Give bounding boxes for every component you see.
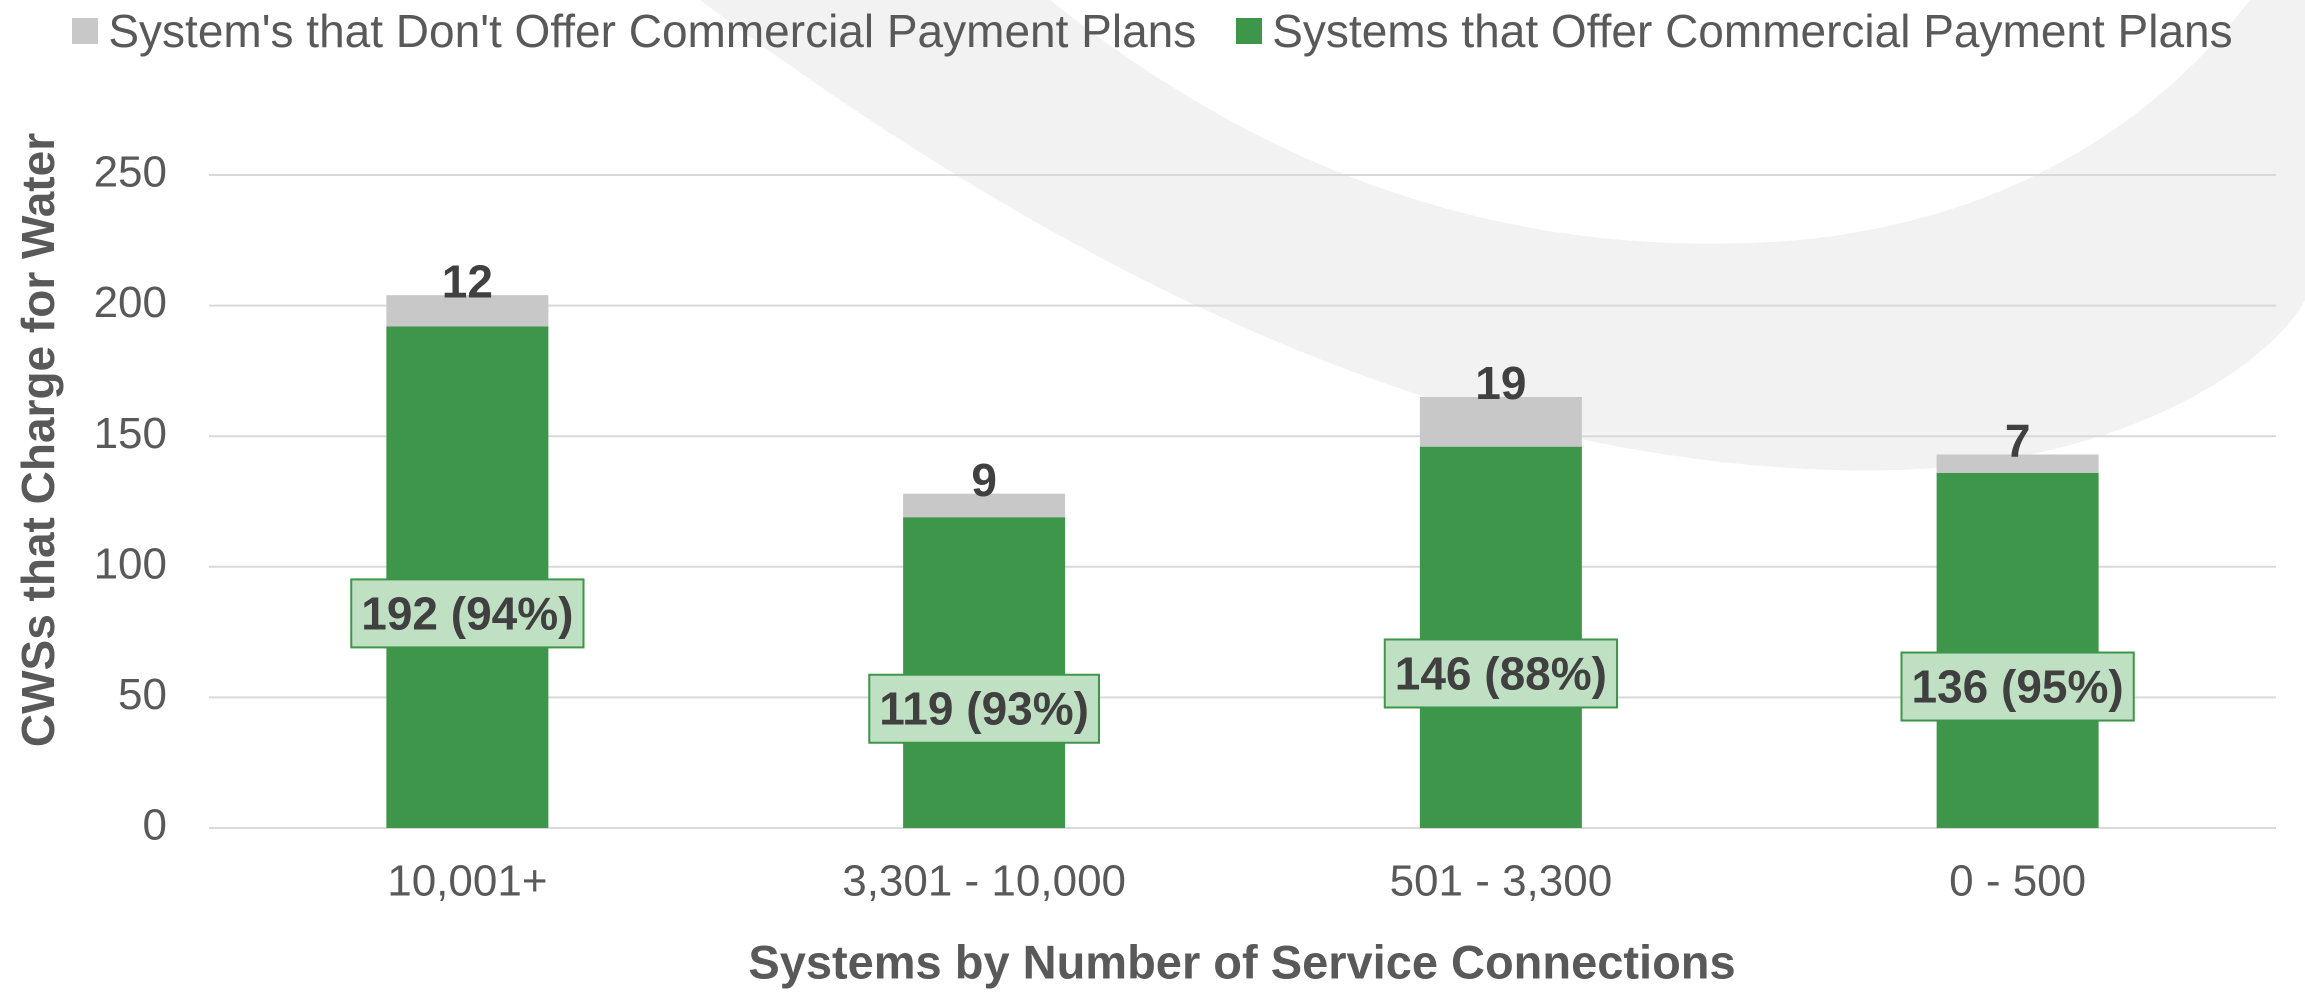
legend-label: System's that Don't Offer Commercial Pay… xyxy=(108,4,1196,58)
bar-segment xyxy=(1937,473,2099,828)
y-tick-label: 250 xyxy=(94,148,167,197)
legend-label: Systems that Offer Commercial Payment Pl… xyxy=(1272,4,2232,58)
y-tick-label: 200 xyxy=(94,278,167,327)
y-tick-label: 100 xyxy=(94,539,167,588)
x-tick-label: 3,301 - 10,000 xyxy=(842,857,1126,906)
bar-segment xyxy=(1420,447,1582,828)
data-label: 119 (93%) xyxy=(879,683,1089,735)
data-label: 146 (88%) xyxy=(1395,647,1607,699)
y-axis-title: CWSs that Charge for Water xyxy=(12,133,64,747)
y-tick-label: 0 xyxy=(143,801,167,850)
legend-item: Systems that Offer Commercial Payment Pl… xyxy=(1236,4,2232,58)
legend: System's that Don't Offer Commercial Pay… xyxy=(0,4,2305,58)
data-label: 19 xyxy=(1475,357,1526,409)
data-label: 136 (95%) xyxy=(1912,661,2124,713)
page: CWSs that Charge for Water Systems by Nu… xyxy=(0,0,2305,994)
data-label: 7 xyxy=(2005,415,2031,467)
chart: CWSs that Charge for Water Systems by Nu… xyxy=(0,0,2305,994)
x-tick-label: 10,001+ xyxy=(387,857,547,906)
legend-swatch xyxy=(72,18,98,44)
data-label: 9 xyxy=(971,454,997,506)
x-tick-label: 501 - 3,300 xyxy=(1390,857,1613,906)
y-tick-label: 50 xyxy=(118,670,167,719)
y-tick-label: 150 xyxy=(94,409,167,458)
x-axis-title: Systems by Number of Service Connections xyxy=(748,935,1735,988)
data-label: 12 xyxy=(442,255,493,307)
legend-swatch xyxy=(1236,18,1262,44)
legend-item: System's that Don't Offer Commercial Pay… xyxy=(72,4,1196,58)
x-tick-label: 0 - 500 xyxy=(1949,857,2086,906)
bar-segment xyxy=(386,326,548,828)
bar-segment xyxy=(903,517,1065,828)
data-label: 192 (94%) xyxy=(361,587,573,639)
